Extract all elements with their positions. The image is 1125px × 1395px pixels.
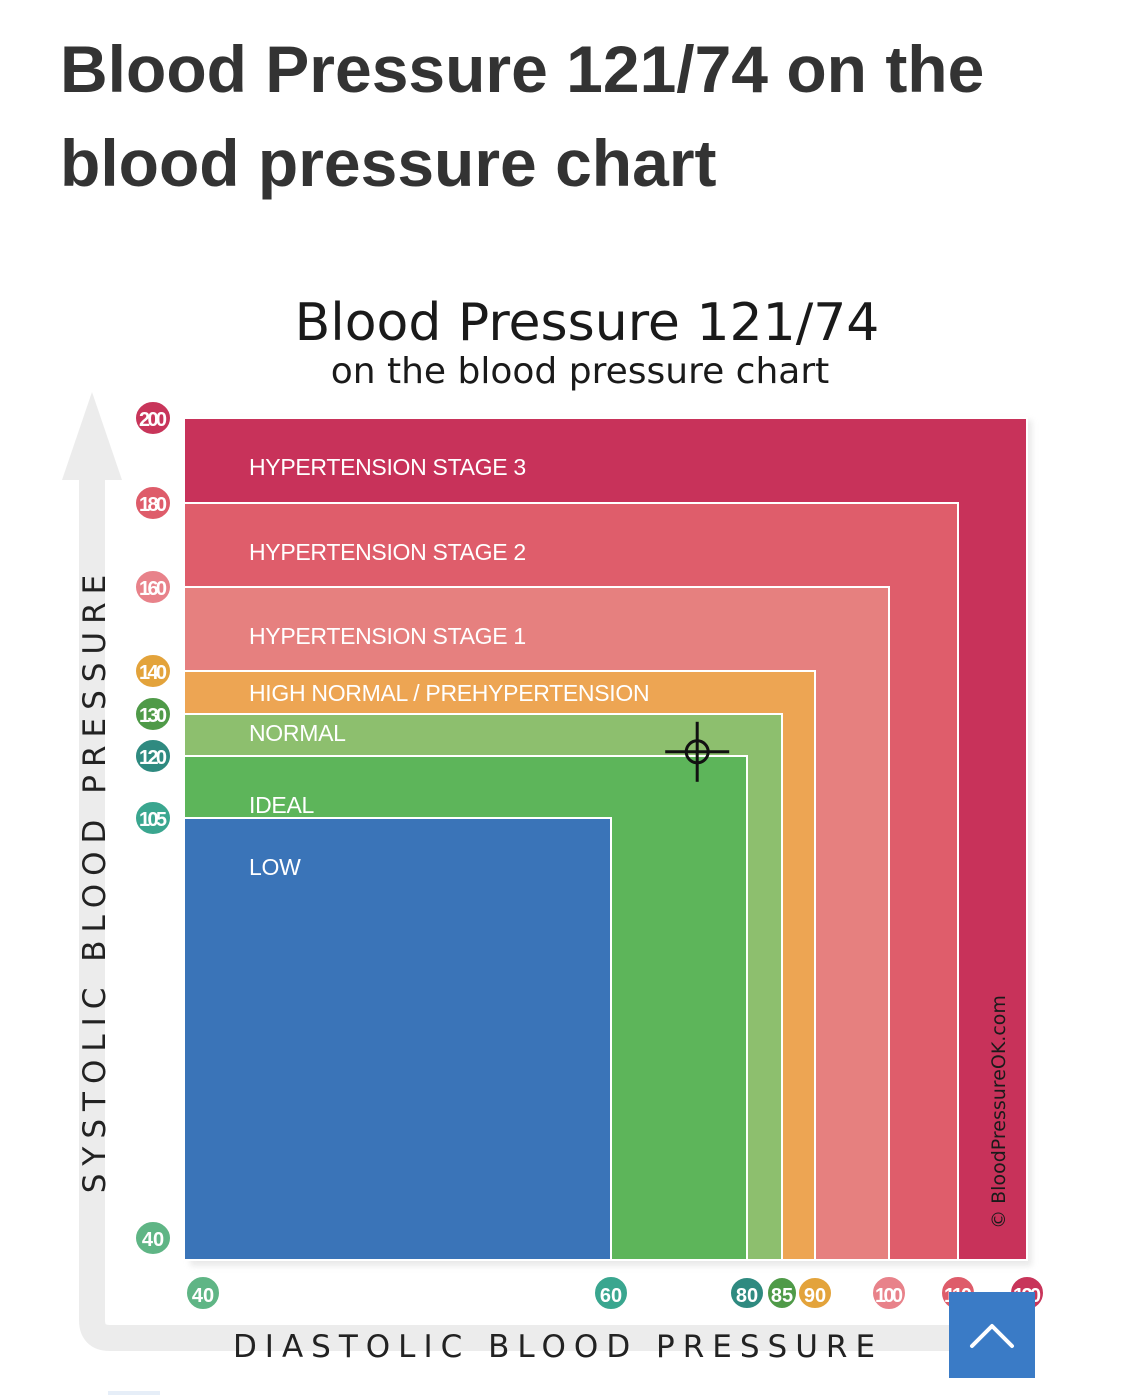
axis-arrow: [62, 392, 1010, 1351]
zone-label-hypertension-stage-2: HYPERTENSION STAGE 2: [249, 539, 526, 565]
x-tick-100: 100: [871, 1275, 907, 1311]
svg-text:200: 200: [139, 409, 167, 431]
y-tick-40: 40: [134, 1220, 172, 1256]
y-tick-130: 130: [134, 696, 172, 732]
chart-subtitle: on the blood pressure chart: [331, 351, 830, 392]
zone-label-normal: NORMAL: [249, 720, 346, 746]
svg-text:160: 160: [139, 578, 167, 600]
blood-pressure-chart: HYPERTENSION STAGE 3 HYPERTENSION STAGE 2…: [0, 280, 1125, 1395]
y-axis-label: SYSTOLIC BLOOD PRESSURE: [77, 567, 113, 1194]
zone-low: [183, 817, 612, 1261]
zone-label-hypertension-stage-1: HYPERTENSION STAGE 1: [249, 623, 526, 649]
svg-text:85: 85: [771, 1285, 793, 1307]
scroll-to-top-button[interactable]: [949, 1292, 1035, 1378]
svg-text:105: 105: [139, 809, 167, 831]
page-edge-strip: [108, 1391, 160, 1395]
svg-text:120: 120: [139, 747, 167, 769]
x-tick-60: 60: [593, 1275, 629, 1311]
zone-label-hypertension-stage-3: HYPERTENSION STAGE 3: [249, 454, 526, 480]
y-tick-105: 105: [134, 800, 172, 836]
y-tick-200: 200: [134, 400, 172, 436]
svg-text:40: 40: [192, 1285, 214, 1307]
x-tick-90: 90: [797, 1276, 833, 1310]
zone-label-high-normal-prehypertension: HIGH NORMAL / PREHYPERTENSION: [249, 680, 649, 706]
chevron-up-icon: [970, 1324, 1014, 1348]
x-tick-85: 85: [766, 1276, 798, 1310]
x-tick-80: 80: [729, 1276, 765, 1310]
page-title: Blood Pressure 121/74 on the blood press…: [60, 32, 985, 200]
svg-text:80: 80: [736, 1285, 758, 1307]
zone-label-low: LOW: [249, 854, 301, 880]
y-tick-180: 180: [134, 485, 172, 521]
svg-text:40: 40: [142, 1229, 164, 1251]
svg-text:130: 130: [139, 705, 167, 727]
x-tick-40: 40: [185, 1275, 221, 1311]
y-tick-160: 160: [134, 569, 172, 605]
reading-marker: [665, 721, 730, 782]
svg-text:140: 140: [139, 662, 167, 684]
svg-text:100: 100: [875, 1285, 903, 1307]
svg-text:60: 60: [600, 1285, 622, 1307]
y-tick-120: 120: [134, 738, 172, 774]
chart-title: Blood Pressure 121/74: [295, 293, 880, 353]
x-axis-label: DIASTOLIC BLOOD PRESSURE: [233, 1329, 883, 1365]
chart-svg: HYPERTENSION STAGE 3 HYPERTENSION STAGE 2…: [62, 293, 1045, 1365]
zone-label-ideal: IDEAL: [249, 792, 314, 818]
svg-text:180: 180: [139, 494, 167, 516]
svg-text:90: 90: [804, 1285, 826, 1307]
y-tick-140: 140: [134, 653, 172, 689]
watermark: © BloodPressureOK.com: [988, 995, 1010, 1229]
